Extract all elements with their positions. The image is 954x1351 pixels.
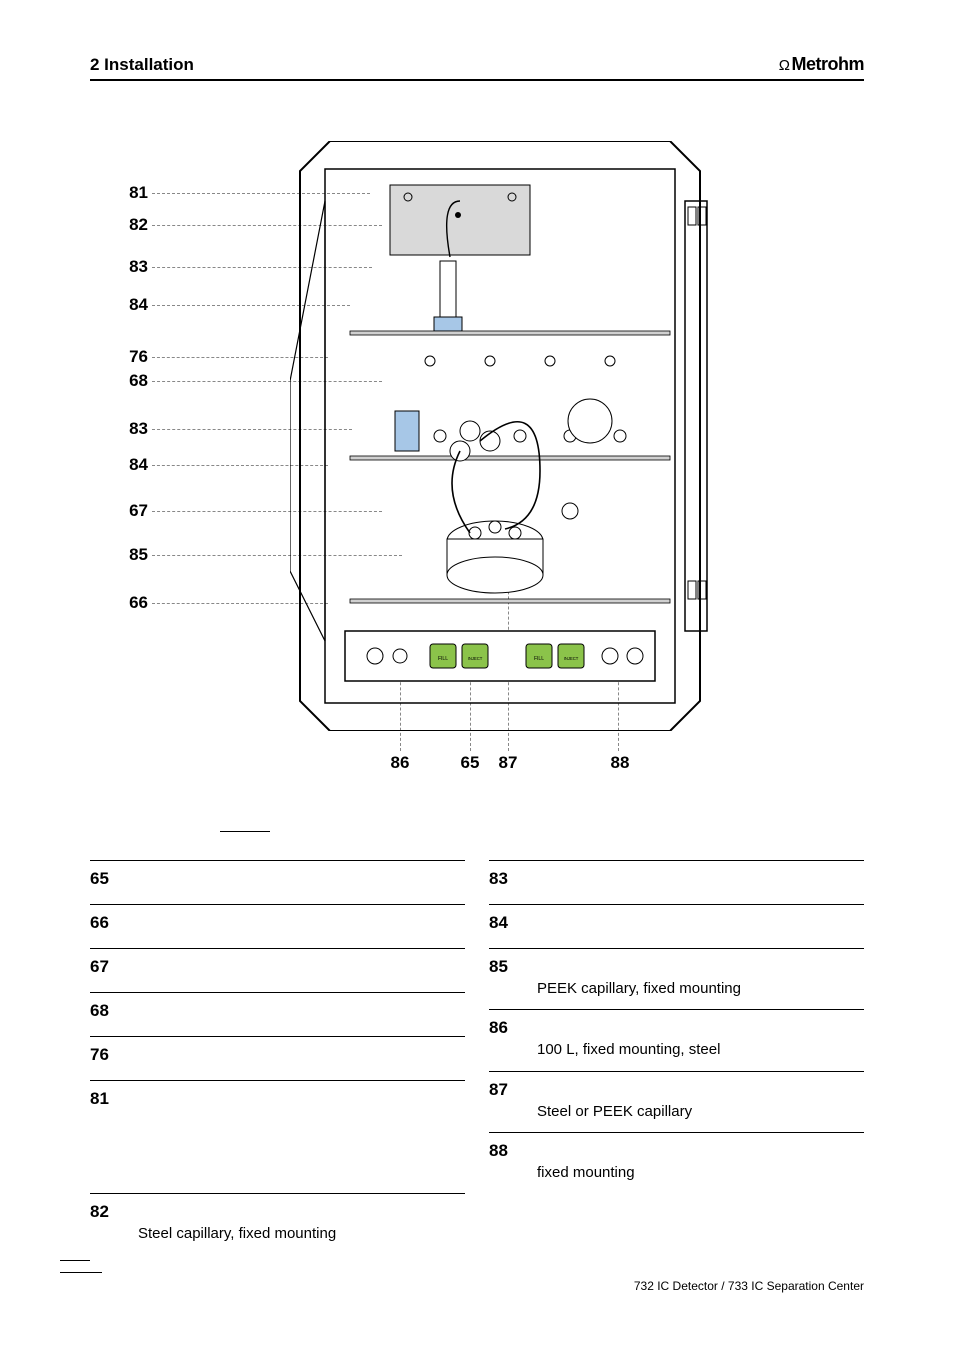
callout-67: 67 <box>108 501 148 521</box>
legend-row: 83 <box>489 860 864 904</box>
legend-row: 65 <box>90 860 465 904</box>
page-header: 2 Installation ΩMetrohm <box>90 54 864 81</box>
callout-68: 68 <box>108 371 148 391</box>
callout-85: 85 <box>108 545 148 565</box>
svg-text:FILL: FILL <box>438 656 448 662</box>
brand-logo: ΩMetrohm <box>779 54 864 75</box>
callout-84: 84 <box>108 295 148 315</box>
callout-82: 82 <box>108 215 148 235</box>
footer-divider <box>60 1272 102 1273</box>
device-illustration: FILL INJECT FILL INJECT <box>290 141 710 731</box>
callout-81: 81 <box>108 183 148 203</box>
callout-66: 66 <box>108 593 148 613</box>
callout-83: 83 <box>108 257 148 277</box>
legend-row: 86100 L, fixed mounting, steel <box>489 1009 864 1070</box>
legend-row-orphan: 82 Steel capillary, fixed mounting <box>90 1193 465 1254</box>
callout-88: 88 <box>600 753 640 773</box>
installation-diagram: 81 82 83 84 76 68 83 84 67 85 66 86 65 8… <box>90 111 864 801</box>
legend-row: 81 <box>90 1080 465 1124</box>
divider <box>220 831 270 832</box>
legend-row: 66 <box>90 904 465 948</box>
section-title: 2 Installation <box>90 55 194 75</box>
legend-col-right: 83 84 85PEEK capillary, fixed mounting 8… <box>489 860 864 1193</box>
svg-text:FILL: FILL <box>534 656 544 662</box>
footer-divider <box>60 1260 90 1261</box>
svg-text:INJECT: INJECT <box>564 656 579 661</box>
legend-row: 88fixed mounting <box>489 1132 864 1193</box>
callout-76: 76 <box>108 347 148 367</box>
brand-symbol: Ω <box>779 57 790 74</box>
svg-text:INJECT: INJECT <box>468 656 483 661</box>
legend-row: 84 <box>489 904 864 948</box>
callout-65: 65 <box>450 753 490 773</box>
callout-86: 86 <box>380 753 420 773</box>
legend-row: 68 <box>90 992 465 1036</box>
brand-name: Metrohm <box>792 54 865 74</box>
callout-84b: 84 <box>108 455 148 475</box>
legend-row: 76 <box>90 1036 465 1080</box>
callout-83b: 83 <box>108 419 148 439</box>
callout-87: 87 <box>488 753 528 773</box>
legend-row: 85PEEK capillary, fixed mounting <box>489 948 864 1009</box>
legend-col-left: 65 66 67 68 76 81 <box>90 860 465 1193</box>
legend-table: 65 66 67 68 76 81 83 84 85PEEK capillary… <box>90 860 864 1254</box>
legend-row: 67 <box>90 948 465 992</box>
footer-text: 732 IC Detector / 733 IC Separation Cent… <box>634 1279 864 1293</box>
legend-row: 87Steel or PEEK capillary <box>489 1071 864 1132</box>
